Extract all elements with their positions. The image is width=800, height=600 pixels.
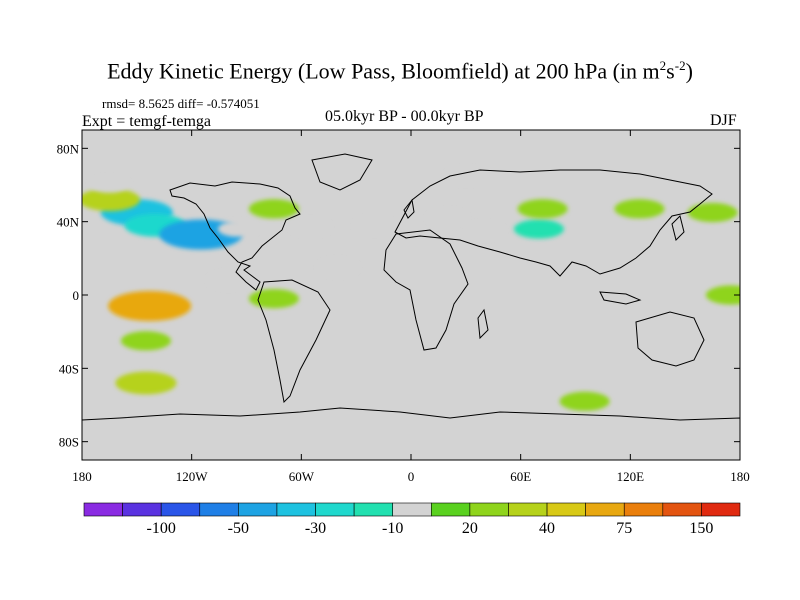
experiment-label: Expt = temgf-temga [82, 113, 211, 130]
anomaly-patch-10 [108, 291, 192, 321]
anomaly-patch-16 [464, 223, 504, 239]
period-label: 05.0kyr BP - 00.0kyr BP [325, 108, 484, 125]
anomaly-patch-4 [89, 177, 129, 193]
x-tick-label: 120E [617, 469, 645, 484]
x-tick-label: 60W [289, 469, 315, 484]
colorbar [83, 502, 741, 517]
y-tick-label: 40S [59, 361, 79, 376]
anomaly-patch-19 [614, 199, 665, 219]
colorbar-box [353, 502, 394, 517]
colorbar-label: 150 [689, 520, 714, 537]
colorbar-label: 20 [461, 520, 478, 537]
colorbar-label: -50 [227, 520, 250, 537]
anomaly-patch-11 [120, 331, 171, 351]
colorbar-label: -100 [146, 520, 176, 537]
colorbar-box [662, 502, 702, 517]
x-tick-label: 180 [730, 469, 750, 484]
stats-label: rmsd= 8.5625 diff= -0.574051 [102, 96, 260, 111]
anomaly-patch-8 [354, 217, 394, 234]
coastline-madagascar [477, 308, 489, 340]
anomaly-patch-9 [318, 259, 358, 276]
colorbar-label: 40 [539, 520, 556, 537]
anomaly-patch-20 [687, 202, 738, 223]
colorbar-box [585, 502, 625, 517]
colorbar-box [508, 502, 548, 517]
anomaly-patch-3 [82, 188, 140, 212]
colorbar-box [199, 502, 239, 517]
anomaly-patch-17 [513, 219, 564, 239]
anomaly-patch-15 [428, 210, 468, 226]
y-tick-label: 80N [57, 141, 80, 156]
anomaly-patch-5 [217, 221, 257, 237]
anomaly-patch-6 [248, 199, 299, 219]
axes: 180 120W 60W 0 60E 120E 180 80N 40N 0 40S 80S [57, 130, 750, 484]
coastline-uk [403, 198, 415, 219]
anomaly-patch-13 [248, 289, 299, 309]
colorbar-box [546, 502, 586, 517]
y-tick-label: 40N [57, 215, 80, 230]
colorbar-box [276, 502, 316, 517]
coastline-north-america [169, 181, 301, 291]
coastline-japan [671, 215, 685, 241]
anomaly-patch-12 [115, 371, 177, 395]
colorbar-box [469, 502, 509, 517]
anomaly-patch-23 [705, 285, 740, 305]
colorbar-box [83, 502, 123, 517]
colorbar-label: -10 [382, 520, 404, 537]
x-tick-label: 0 [408, 469, 415, 484]
colorbar-box [623, 502, 664, 517]
season-label: DJF [710, 112, 737, 129]
colorbar-box [160, 502, 201, 517]
coastline-eurasia [394, 169, 713, 277]
anomaly-patch-22 [446, 168, 486, 184]
anomaly-patch-14 [208, 272, 248, 289]
coastline-australia [635, 311, 705, 367]
colorbar-box [315, 502, 355, 517]
x-tick-label: 120W [176, 469, 209, 484]
anomaly-patch-7 [290, 219, 330, 235]
colorbar-label: -30 [304, 520, 327, 537]
coastline-africa [383, 229, 469, 351]
anomaly-patch-21 [559, 391, 610, 411]
x-tick-label: 60E [510, 469, 531, 484]
colorbar-box [430, 502, 471, 517]
x-tick-label: 180 [72, 469, 92, 484]
colorbar-box [392, 502, 432, 517]
anomaly-patch-18 [517, 199, 568, 219]
y-tick-label: 0 [73, 288, 80, 303]
anomaly-layer [82, 168, 740, 411]
colorbar-box [122, 502, 162, 517]
coastline-south-america [257, 279, 331, 404]
coastlines [82, 153, 740, 460]
y-tick-label: 80S [59, 435, 79, 450]
coastline-greenland [311, 153, 373, 191]
colorbar-label: 75 [616, 520, 633, 537]
coastline-antarctica [82, 407, 740, 460]
colorbar-box [701, 502, 741, 517]
coastline-indonesia [599, 291, 642, 305]
chart-title: Eddy Kinetic Energy (Low Pass, Bloomfiel… [107, 58, 693, 84]
colorbar-box [238, 502, 278, 517]
